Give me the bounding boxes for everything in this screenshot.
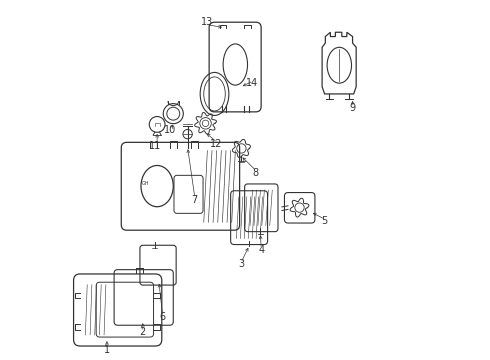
Text: 10: 10 xyxy=(164,125,176,135)
Text: 11: 11 xyxy=(149,141,162,151)
Text: 8: 8 xyxy=(253,168,259,178)
Text: 14: 14 xyxy=(246,78,258,88)
Text: 1: 1 xyxy=(104,345,110,355)
Text: 5: 5 xyxy=(321,216,327,226)
Text: 13: 13 xyxy=(201,17,214,27)
Text: 6: 6 xyxy=(159,312,166,322)
Text: 7: 7 xyxy=(192,195,198,205)
Text: GH: GH xyxy=(142,181,149,186)
Text: 12: 12 xyxy=(210,139,222,149)
Text: 3: 3 xyxy=(238,259,245,269)
Text: 4: 4 xyxy=(258,245,264,255)
Text: 9: 9 xyxy=(349,103,356,113)
Text: 2: 2 xyxy=(140,327,146,337)
